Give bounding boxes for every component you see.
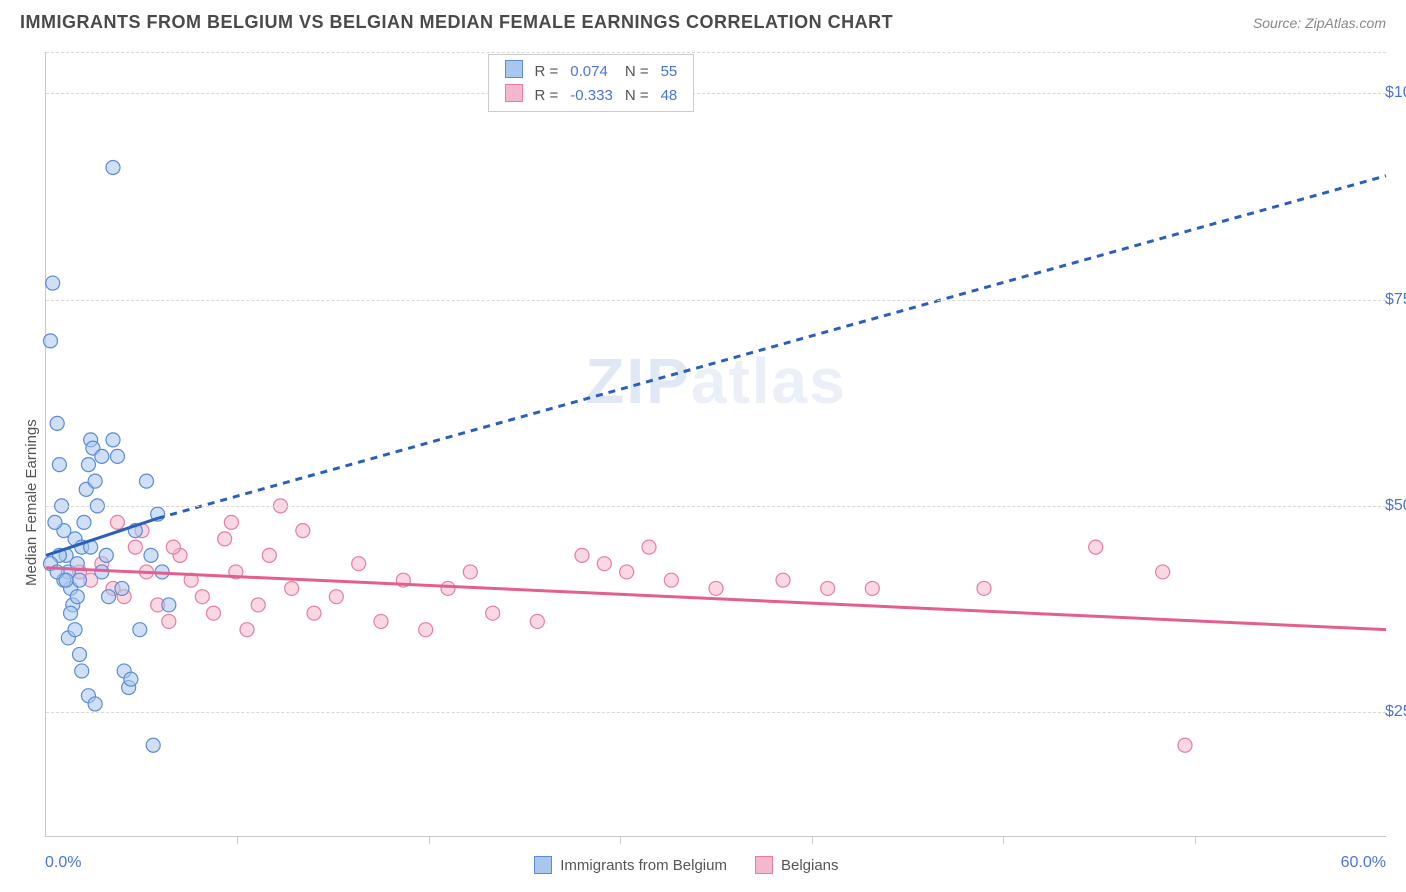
scatter-svg [46,52,1386,836]
source-label: Source: ZipAtlas.com [1253,15,1386,31]
n-value-blue: 55 [655,59,684,83]
y-tick-label: $25,000 [1385,703,1406,721]
y-tick-label: $50,000 [1385,497,1406,515]
n-value-pink: 48 [655,83,684,107]
legend-stats-row: R = -0.333 N = 48 [499,83,684,107]
legend-stats: R = 0.074 N = 55 R = -0.333 N = 48 [488,54,695,112]
legend-label-blue: Immigrants from Belgium [560,857,727,874]
legend-swatch-blue [534,856,552,874]
x-max-label: 60.0% [1341,854,1386,872]
r-value-blue: 0.074 [564,59,619,83]
y-axis-label: Median Female Earnings [23,419,40,586]
legend-swatch-pink [505,84,523,102]
n-label: N = [619,59,655,83]
r-label: R = [529,59,565,83]
legend-swatch-pink [755,856,773,874]
r-label: R = [529,83,565,107]
y-tick-label: $100,000 [1385,84,1406,102]
n-label: N = [619,83,655,107]
legend-item: Belgians [755,856,839,874]
r-value-pink: -0.333 [564,83,619,107]
legend-label-pink: Belgians [781,857,839,874]
chart-title: IMMIGRANTS FROM BELGIUM VS BELGIAN MEDIA… [20,12,893,33]
x-min-label: 0.0% [45,854,81,872]
plot-area: ZIPatlas Median Female Earnings R = 0.07… [45,52,1386,837]
legend-bottom: Immigrants from Belgium Belgians [534,856,838,874]
legend-swatch-blue [505,60,523,78]
y-tick-label: $75,000 [1385,291,1406,309]
legend-item: Immigrants from Belgium [534,856,727,874]
legend-stats-row: R = 0.074 N = 55 [499,59,684,83]
